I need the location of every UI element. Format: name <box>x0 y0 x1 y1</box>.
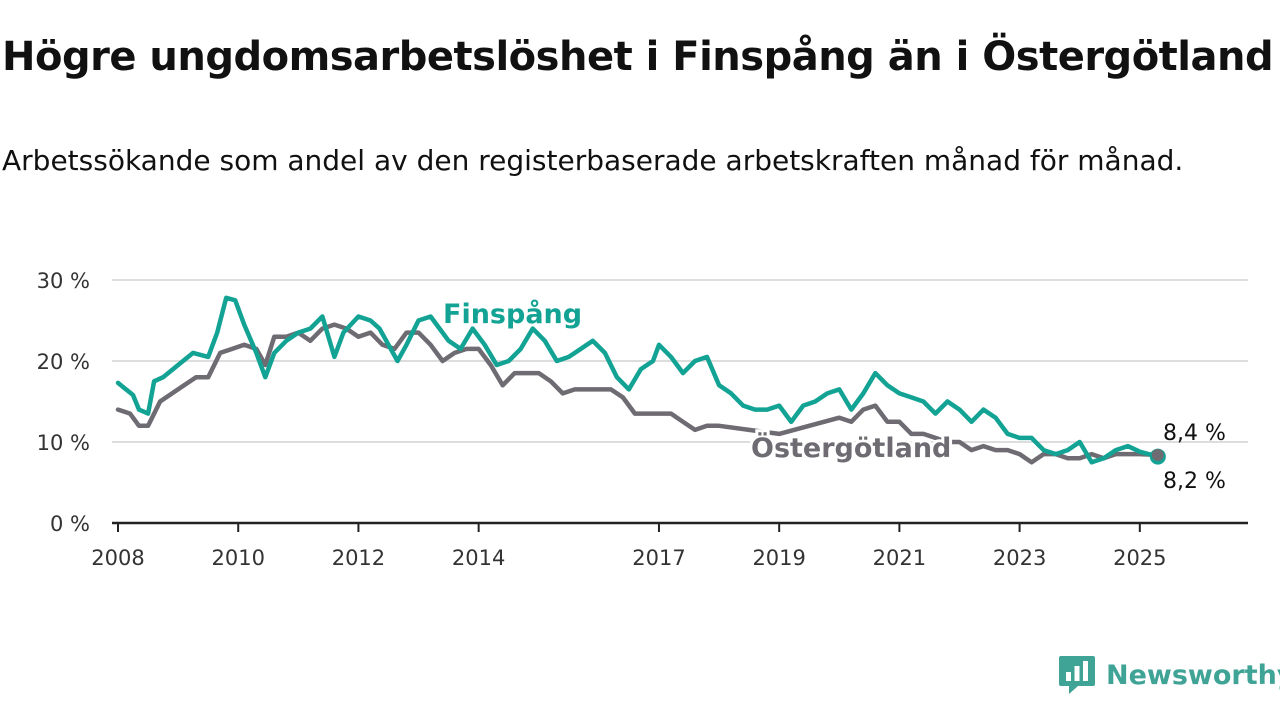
y-tick-label: 10 % <box>37 431 90 455</box>
series-label-finspang: Finspång <box>443 298 582 330</box>
y-tick-label: 0 % <box>50 512 90 536</box>
x-tick-label: 2017 <box>632 546 685 570</box>
y-axis-ticks: 0 % 10 % 20 % 30 % <box>37 269 90 536</box>
series-line-ostergotland <box>115 322 1161 465</box>
series-line-finspang <box>115 295 1161 465</box>
end-value-ostergotland: 8,4 % <box>1163 421 1226 446</box>
line-chart: 0 % 10 % 20 % 30 % 2008 2010 2012 2014 2017 2019… <box>37 269 1248 570</box>
series-label-ostergotland: Östergötland <box>751 431 951 464</box>
x-tick-label: 2023 <box>993 546 1046 570</box>
chart-title: Högre ungdomsarbetslöshet i Finspång än … <box>2 34 1274 80</box>
series-labels: Finspång Östergötland 8,4 % 8,2 % <box>443 298 1226 494</box>
newsworthy-logo-icon <box>1059 656 1095 694</box>
x-tick-label: 2025 <box>1113 546 1166 570</box>
newsworthy-brand: Newsworthy <box>1058 654 1280 696</box>
x-tick-label: 2008 <box>91 546 144 570</box>
end-value-finspang: 8,2 % <box>1163 469 1226 494</box>
x-tick-label: 2019 <box>752 546 805 570</box>
brand-name: Newsworthy <box>1106 659 1280 691</box>
y-tick-label: 30 % <box>37 269 90 293</box>
gridlines <box>112 279 1248 443</box>
series-lines <box>115 295 1166 465</box>
x-axis-ticks: 2008 2010 2012 2014 2017 2019 2021 2023 2025 <box>91 521 1248 570</box>
end-marker-ostergotland <box>1151 448 1164 461</box>
chart-subtitle: Arbetssökande som andel av den registerb… <box>2 144 1184 177</box>
x-tick-label: 2012 <box>332 546 385 570</box>
x-tick-label: 2014 <box>452 546 505 570</box>
x-tick-label: 2021 <box>873 546 926 570</box>
y-tick-label: 20 % <box>37 350 90 374</box>
x-tick-label: 2010 <box>211 546 264 570</box>
